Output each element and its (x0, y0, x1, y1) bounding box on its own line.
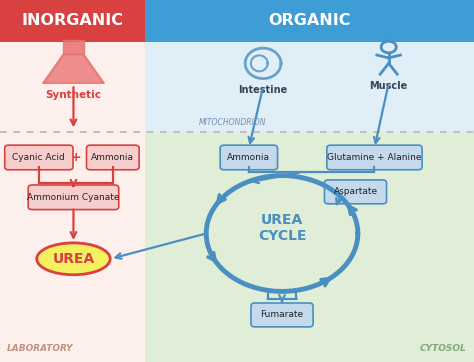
Text: UREA: UREA (52, 252, 95, 266)
Text: INORGANIC: INORGANIC (21, 13, 123, 28)
FancyBboxPatch shape (251, 303, 313, 327)
Text: Intestine: Intestine (238, 85, 288, 95)
Text: Ammonium Cyanate: Ammonium Cyanate (27, 193, 120, 202)
Text: Ammonia: Ammonia (228, 153, 270, 162)
Text: LABORATORY: LABORATORY (7, 344, 73, 353)
Bar (145, 132, 474, 362)
FancyBboxPatch shape (327, 145, 422, 170)
Text: Ammonia: Ammonia (91, 153, 134, 162)
Text: Cyanic Acid: Cyanic Acid (12, 153, 65, 162)
Ellipse shape (36, 243, 110, 275)
Text: Fumarate: Fumarate (261, 311, 303, 319)
FancyBboxPatch shape (86, 145, 139, 170)
Text: UREA
CYCLE: UREA CYCLE (258, 213, 306, 243)
Text: Glutamine + Alanine: Glutamine + Alanine (327, 153, 422, 162)
Text: Synthetic: Synthetic (46, 90, 101, 101)
FancyBboxPatch shape (220, 145, 277, 170)
Polygon shape (63, 40, 84, 54)
Text: ORGANIC: ORGANIC (268, 13, 351, 28)
Text: +: + (71, 151, 81, 164)
Text: MITOCHONDRION: MITOCHONDRION (199, 118, 266, 127)
Text: Muscle: Muscle (370, 81, 408, 92)
Polygon shape (43, 54, 104, 83)
Bar (145, 0, 474, 42)
FancyBboxPatch shape (5, 145, 73, 170)
Bar (0, 0, 145, 42)
Bar (0, 0, 145, 362)
Polygon shape (47, 56, 100, 81)
FancyBboxPatch shape (28, 185, 118, 210)
Text: CYTOSOL: CYTOSOL (420, 344, 467, 353)
FancyBboxPatch shape (324, 180, 387, 204)
Text: Aspartate: Aspartate (333, 188, 378, 196)
Bar (145, 0, 474, 132)
